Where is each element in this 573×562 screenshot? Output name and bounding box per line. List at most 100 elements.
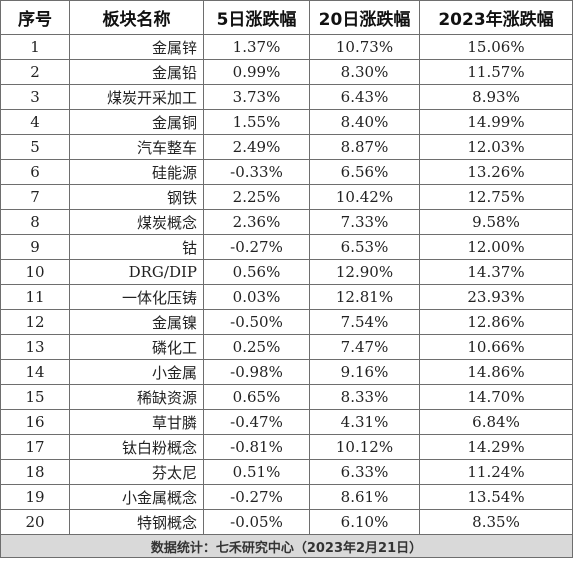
cell-5day-change: 0.65% [203,384,310,410]
cell-sector-name: 芬太尼 [69,459,204,485]
cell-2023-change: 9.58% [419,209,573,235]
cell-5day-change: 0.56% [203,259,310,285]
header-row: 序号 板块名称 5日涨跌幅 20日涨跌幅 2023年涨跌幅 [0,0,573,35]
cell-20day-change: 6.53% [309,234,420,260]
cell-sector-name: 金属镍 [69,309,204,335]
cell-5day-change: 1.55% [203,109,310,135]
cell-20day-change: 6.56% [309,159,420,185]
cell-5day-change: -0.27% [203,484,310,510]
cell-20day-change: 7.54% [309,309,420,335]
footer-row: 数据统计：七禾研究中心（2023年2月21日） [0,534,573,558]
table-row: 6 硅能源 -0.33% 6.56% 13.26% [0,159,573,185]
cell-20day-change: 9.16% [309,359,420,385]
table-row: 1 金属锌 1.37% 10.73% 15.06% [0,34,573,60]
cell-2023-change: 12.00% [419,234,573,260]
table-row: 18 芬太尼 0.51% 6.33% 11.24% [0,459,573,485]
cell-5day-change: -0.27% [203,234,310,260]
cell-rank: 19 [0,484,70,510]
table-body: 1 金属锌 1.37% 10.73% 15.06% 2 金属铅 0.99% 8.30% 11.57… [0,34,573,535]
table-row: 8 煤炭概念 2.36% 7.33% 9.58% [0,209,573,235]
cell-20day-change: 6.33% [309,459,420,485]
cell-20day-change: 12.90% [309,259,420,285]
cell-2023-change: 10.66% [419,334,573,360]
cell-2023-change: 15.06% [419,34,573,60]
cell-2023-change: 23.93% [419,284,573,310]
cell-rank: 11 [0,284,70,310]
table-row: 19 小金属概念 -0.27% 8.61% 13.54% [0,484,573,510]
cell-20day-change: 8.30% [309,59,420,85]
cell-20day-change: 8.40% [309,109,420,135]
cell-sector-name: 金属铅 [69,59,204,85]
cell-20day-change: 4.31% [309,409,420,435]
cell-sector-name: 金属铜 [69,109,204,135]
cell-5day-change: 0.51% [203,459,310,485]
cell-20day-change: 8.87% [309,134,420,160]
cell-rank: 16 [0,409,70,435]
cell-20day-change: 6.10% [309,509,420,535]
table-row: 2 金属铅 0.99% 8.30% 11.57% [0,59,573,85]
cell-5day-change: -0.50% [203,309,310,335]
cell-rank: 13 [0,334,70,360]
cell-sector-name: 汽车整车 [69,134,204,160]
cell-rank: 15 [0,384,70,410]
cell-5day-change: -0.33% [203,159,310,185]
cell-rank: 18 [0,459,70,485]
cell-sector-name: 小金属概念 [69,484,204,510]
cell-20day-change: 8.61% [309,484,420,510]
cell-2023-change: 8.35% [419,509,573,535]
table-row: 3 煤炭开采加工 3.73% 6.43% 8.93% [0,84,573,110]
cell-2023-change: 14.86% [419,359,573,385]
cell-rank: 10 [0,259,70,285]
cell-2023-change: 6.84% [419,409,573,435]
cell-20day-change: 12.81% [309,284,420,310]
cell-rank: 3 [0,84,70,110]
cell-20day-change: 6.43% [309,84,420,110]
cell-5day-change: 0.03% [203,284,310,310]
cell-5day-change: 2.36% [203,209,310,235]
cell-rank: 8 [0,209,70,235]
cell-sector-name: 特钢概念 [69,509,204,535]
header-rank: 序号 [0,0,70,35]
cell-sector-name: 磷化工 [69,334,204,360]
cell-sector-name: 煤炭概念 [69,209,204,235]
table-row: 16 草甘膦 -0.47% 4.31% 6.84% [0,409,573,435]
cell-2023-change: 14.37% [419,259,573,285]
cell-rank: 4 [0,109,70,135]
cell-rank: 2 [0,59,70,85]
cell-5day-change: 2.49% [203,134,310,160]
cell-5day-change: -0.81% [203,434,310,460]
cell-2023-change: 8.93% [419,84,573,110]
cell-2023-change: 14.99% [419,109,573,135]
cell-sector-name: DRG/DIP [69,259,204,285]
cell-20day-change: 10.73% [309,34,420,60]
cell-sector-name: 钢铁 [69,184,204,210]
cell-rank: 1 [0,34,70,60]
header-2023-change: 2023年涨跌幅 [419,0,573,35]
cell-rank: 7 [0,184,70,210]
table-row: 4 金属铜 1.55% 8.40% 14.99% [0,109,573,135]
header-sector-name: 板块名称 [69,0,204,35]
cell-5day-change: 0.99% [203,59,310,85]
table-row: 13 磷化工 0.25% 7.47% 10.66% [0,334,573,360]
cell-rank: 5 [0,134,70,160]
cell-5day-change: 0.25% [203,334,310,360]
cell-20day-change: 8.33% [309,384,420,410]
cell-rank: 12 [0,309,70,335]
cell-5day-change: -0.98% [203,359,310,385]
cell-rank: 20 [0,509,70,535]
data-source-note: 数据统计：七禾研究中心（2023年2月21日） [0,534,573,558]
cell-5day-change: -0.05% [203,509,310,535]
cell-sector-name: 稀缺资源 [69,384,204,410]
cell-2023-change: 12.86% [419,309,573,335]
cell-2023-change: 13.54% [419,484,573,510]
cell-2023-change: 14.70% [419,384,573,410]
cell-2023-change: 11.57% [419,59,573,85]
cell-rank: 9 [0,234,70,260]
table-row: 5 汽车整车 2.49% 8.87% 12.03% [0,134,573,160]
cell-sector-name: 钴 [69,234,204,260]
table-row: 11 一体化压铸 0.03% 12.81% 23.93% [0,284,573,310]
cell-20day-change: 10.42% [309,184,420,210]
table-row: 7 钢铁 2.25% 10.42% 12.75% [0,184,573,210]
cell-5day-change: -0.47% [203,409,310,435]
